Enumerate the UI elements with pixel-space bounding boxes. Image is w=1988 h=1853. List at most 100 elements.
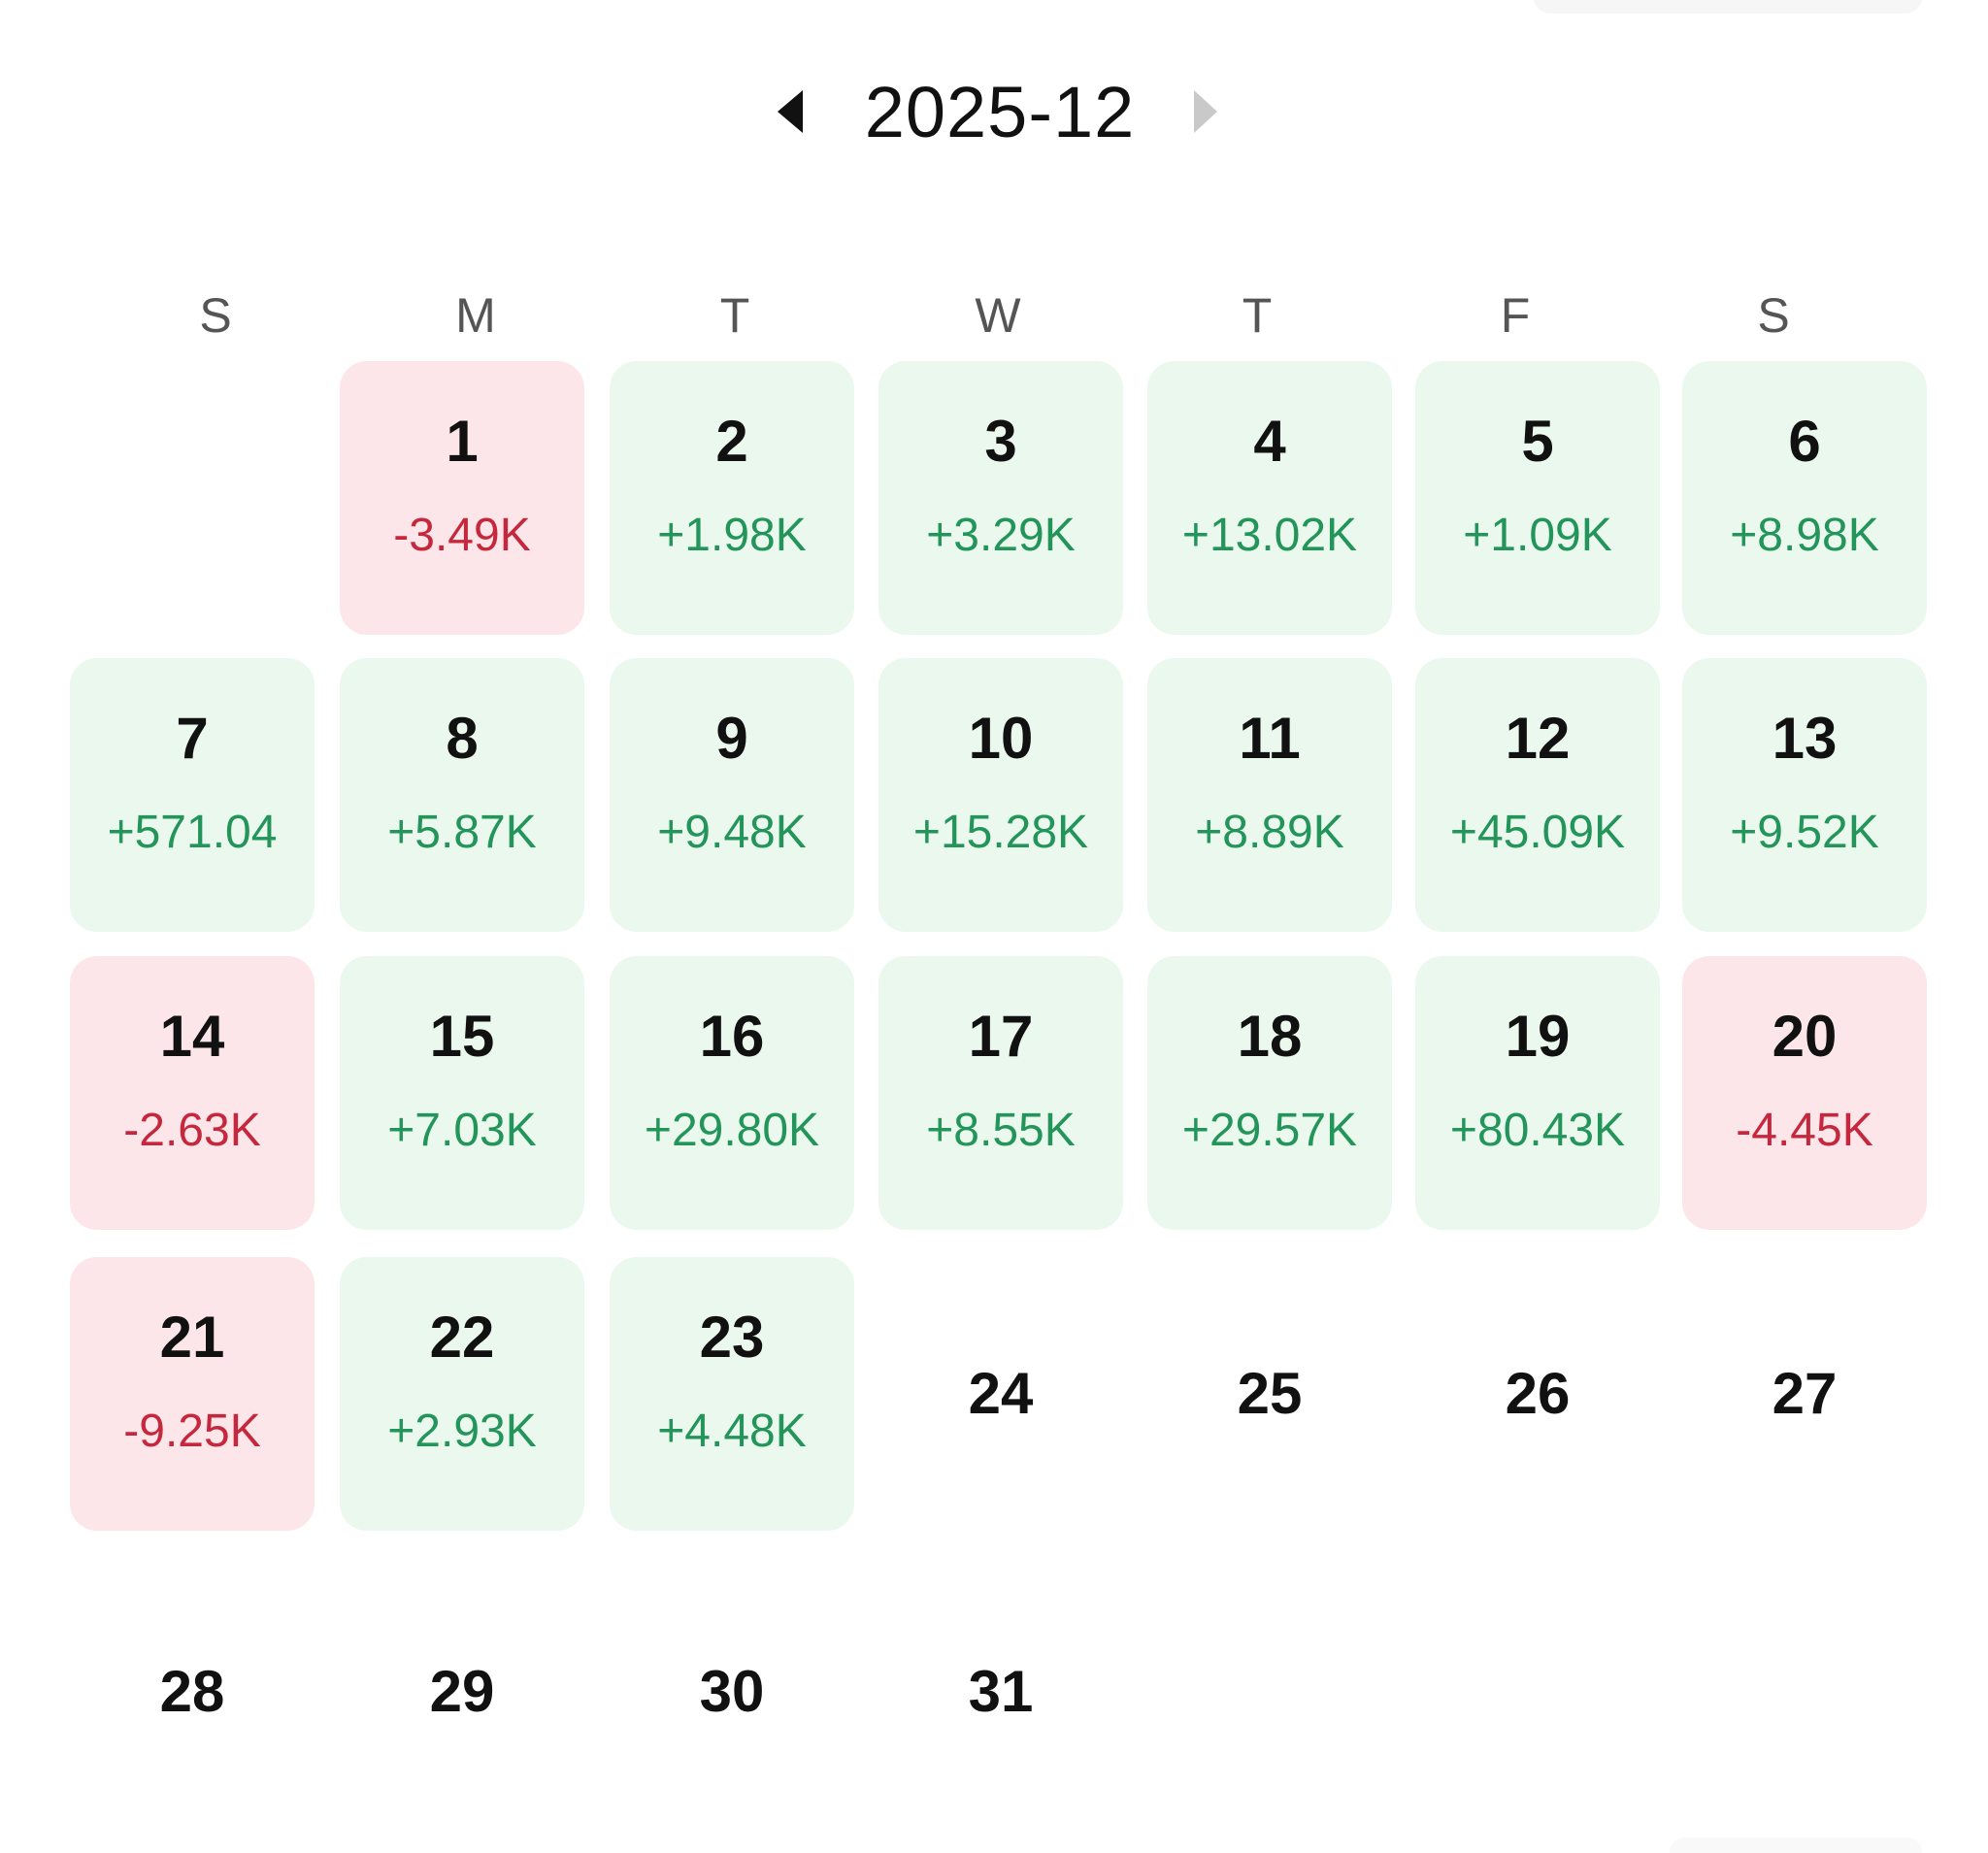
day-pnl-value: +8.89K (1195, 807, 1344, 858)
day-pnl-value: +29.80K (644, 1105, 820, 1156)
day-number: 5 (1521, 409, 1554, 474)
month-header: 2025-12 (0, 56, 1988, 163)
day-cell[interactable]: 3 +3.29K (878, 361, 1123, 635)
day-number: 7 (176, 706, 209, 771)
day-cell[interactable]: 17 +8.55K (878, 956, 1123, 1230)
weekday-tuesday: T (719, 288, 750, 343)
weekday-wednesday: W (975, 288, 1021, 343)
day-number: 8 (446, 706, 479, 771)
month-title: 2025-12 (864, 72, 1136, 152)
day-cell[interactable]: 23 +4.48K (610, 1257, 854, 1531)
day-number: 15 (429, 1004, 495, 1069)
day-cell[interactable]: 27 (1682, 1257, 1927, 1531)
day-cell[interactable]: 28 (70, 1555, 315, 1829)
day-number: 11 (1239, 706, 1301, 771)
day-pnl-value: +9.48K (657, 807, 807, 858)
day-cell[interactable]: 7 +571.04 (70, 658, 315, 932)
day-number: 10 (968, 706, 1034, 771)
day-cell[interactable]: 20 -4.45K (1682, 956, 1927, 1230)
weekday-saturday: S (1757, 288, 1790, 343)
day-number: 17 (968, 1004, 1034, 1069)
prev-month-button[interactable] (767, 85, 813, 138)
day-pnl-value: +29.57K (1181, 1105, 1358, 1156)
day-number: 20 (1772, 1004, 1838, 1069)
day-pnl-value: +8.98K (1730, 510, 1879, 561)
day-number: 6 (1788, 409, 1821, 474)
day-cell[interactable]: 31 (878, 1555, 1123, 1829)
day-number: 1 (446, 409, 479, 474)
day-cell[interactable]: 18 +29.57K (1147, 956, 1392, 1230)
day-pnl-value: +1.09K (1463, 510, 1612, 561)
day-pnl-value: -3.49K (393, 510, 531, 561)
day-number: 29 (429, 1659, 495, 1724)
day-pnl-value: +4.48K (657, 1406, 807, 1457)
day-cell[interactable]: 16 +29.80K (610, 956, 854, 1230)
next-month-button[interactable] (1182, 85, 1229, 138)
day-pnl-value: -9.25K (123, 1406, 261, 1457)
day-cell[interactable]: 30 (610, 1555, 854, 1829)
day-cell[interactable]: 21 -9.25K (70, 1257, 315, 1531)
day-pnl-value: +5.87K (387, 807, 537, 858)
day-cell[interactable]: 11 +8.89K (1147, 658, 1392, 932)
day-pnl-value: +571.04 (107, 807, 278, 858)
day-pnl-value: +7.03K (387, 1105, 537, 1156)
day-number: 30 (699, 1659, 765, 1724)
day-cell[interactable]: 6 +8.98K (1682, 361, 1927, 635)
day-number: 26 (1505, 1361, 1571, 1426)
day-cell[interactable]: 19 +80.43K (1415, 956, 1660, 1230)
weekday-thursday: T (1242, 288, 1273, 343)
day-cell[interactable]: 29 (340, 1555, 584, 1829)
weekday-friday: F (1500, 288, 1531, 343)
day-cell[interactable]: 26 (1415, 1257, 1660, 1531)
day-cell[interactable]: 24 (878, 1257, 1123, 1531)
caret-left-icon (778, 90, 803, 133)
day-pnl-value: -2.63K (123, 1105, 261, 1156)
day-number: 27 (1772, 1361, 1838, 1426)
day-cell[interactable]: 15 +7.03K (340, 956, 584, 1230)
day-number: 2 (715, 409, 748, 474)
day-number: 3 (984, 409, 1017, 474)
weekday-row: S M T W T F S (0, 281, 1988, 349)
day-cell[interactable]: 13 +9.52K (1682, 658, 1927, 932)
day-number: 18 (1237, 1004, 1303, 1069)
day-cell[interactable]: 8 +5.87K (340, 658, 584, 932)
day-cell[interactable]: 9 +9.48K (610, 658, 854, 932)
day-pnl-value: -4.45K (1736, 1105, 1873, 1156)
caret-right-icon (1194, 90, 1217, 133)
day-pnl-value: +15.28K (912, 807, 1089, 858)
day-pnl-value: +13.02K (1181, 510, 1358, 561)
day-cell[interactable]: 1 -3.49K (340, 361, 584, 635)
day-pnl-value: +8.55K (926, 1105, 1076, 1156)
day-pnl-value: +1.98K (657, 510, 807, 561)
day-cell[interactable]: 14 -2.63K (70, 956, 315, 1230)
day-number: 23 (699, 1305, 765, 1370)
day-number: 31 (968, 1659, 1034, 1724)
day-number: 13 (1772, 706, 1838, 771)
day-cell[interactable]: 10 +15.28K (878, 658, 1123, 932)
day-pnl-value: +45.09K (1449, 807, 1626, 858)
day-number: 28 (159, 1659, 225, 1724)
day-number: 14 (159, 1004, 225, 1069)
day-number: 22 (429, 1305, 495, 1370)
day-cell[interactable]: 22 +2.93K (340, 1257, 584, 1531)
top-bar-fragment (1534, 0, 1922, 14)
day-number: 24 (968, 1361, 1034, 1426)
day-number: 16 (699, 1004, 765, 1069)
day-cell[interactable]: 25 (1147, 1257, 1392, 1531)
day-cell[interactable]: 4 +13.02K (1147, 361, 1392, 635)
weekday-sunday: S (199, 288, 232, 343)
day-pnl-value: +3.29K (926, 510, 1076, 561)
day-cell[interactable]: 5 +1.09K (1415, 361, 1660, 635)
day-pnl-value: +80.43K (1449, 1105, 1626, 1156)
day-number: 21 (159, 1305, 225, 1370)
bottom-bar-fragment (1670, 1837, 1922, 1853)
day-pnl-value: +9.52K (1730, 807, 1879, 858)
day-number: 19 (1505, 1004, 1571, 1069)
day-cell[interactable]: 12 +45.09K (1415, 658, 1660, 932)
day-cell[interactable]: 2 +1.98K (610, 361, 854, 635)
day-number: 12 (1505, 706, 1571, 771)
day-number: 25 (1237, 1361, 1303, 1426)
day-number: 9 (715, 706, 748, 771)
